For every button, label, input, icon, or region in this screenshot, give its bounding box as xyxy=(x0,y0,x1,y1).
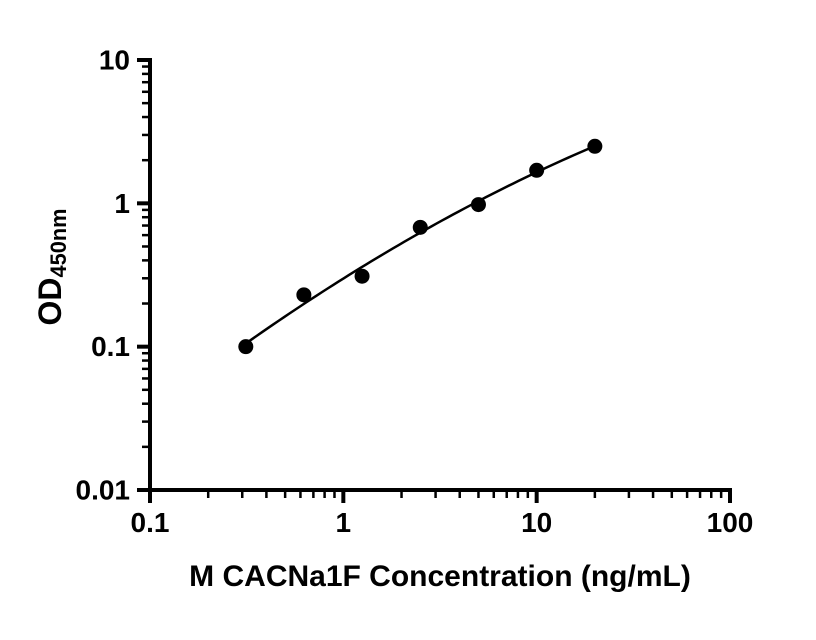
y-tick-label: 0.1 xyxy=(91,331,130,362)
data-point xyxy=(238,339,254,355)
x-tick-label: 10 xyxy=(521,507,552,538)
x-tick-label: 1 xyxy=(336,507,352,538)
x-tick-label: 100 xyxy=(707,507,754,538)
x-tick-label: 0.1 xyxy=(131,507,170,538)
data-point xyxy=(296,287,312,303)
x-axis-title: M CACNa1F Concentration (ng/mL) xyxy=(189,560,691,593)
data-point xyxy=(354,268,370,284)
y-axis-title-subscript: 450nm xyxy=(45,208,71,278)
y-tick-label: 1 xyxy=(114,188,130,219)
y-axis-title-main: OD xyxy=(32,277,68,326)
data-point xyxy=(587,138,603,154)
data-point xyxy=(529,162,545,178)
fit-curve xyxy=(245,144,596,345)
y-axis-title: OD450nm xyxy=(32,117,72,417)
data-point xyxy=(412,219,428,235)
data-point xyxy=(470,197,486,213)
y-tick-label: 0.01 xyxy=(76,475,131,506)
y-tick-label: 10 xyxy=(99,45,130,76)
